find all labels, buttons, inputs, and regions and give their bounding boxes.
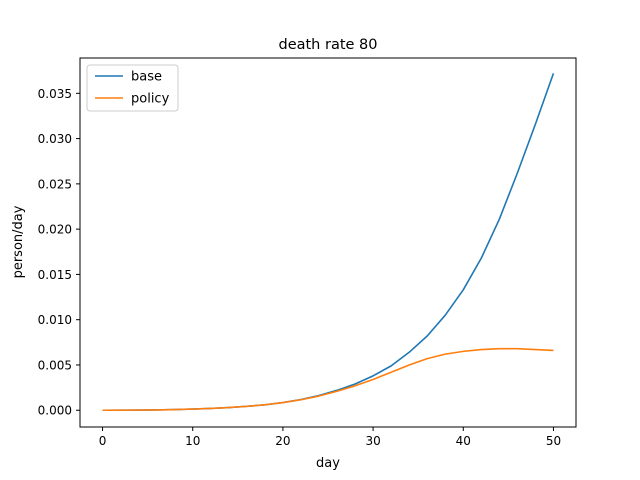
y-tick-label: 0.035 bbox=[38, 87, 72, 101]
series-line-policy bbox=[102, 347, 554, 412]
y-tick-label: 0.010 bbox=[38, 313, 72, 327]
x-tick-label: 0 bbox=[99, 434, 107, 448]
x-tick-label: 20 bbox=[275, 434, 290, 448]
chart-title: death rate 80 bbox=[278, 37, 377, 53]
legend-label-base: base bbox=[131, 70, 162, 85]
legend-label-policy: policy bbox=[131, 92, 170, 107]
y-tick-label: 0.015 bbox=[38, 268, 72, 282]
x-axis-label: day bbox=[316, 456, 340, 471]
x-tick-label: 40 bbox=[456, 434, 471, 448]
x-tick-label: 50 bbox=[546, 434, 561, 448]
y-tick-label: 0.025 bbox=[38, 177, 72, 191]
y-tick-label: 0.020 bbox=[38, 223, 72, 237]
legend: base policy bbox=[86, 64, 179, 112]
plot-area-frame bbox=[79, 57, 577, 428]
y-tick-label: 0.030 bbox=[38, 132, 72, 146]
y-axis-ticks: 0.000 0.005 0.010 0.015 0.020 0.025 0.030 0.035 bbox=[38, 87, 80, 418]
x-axis-ticks: 0 10 20 30 40 50 bbox=[99, 427, 561, 448]
y-axis-label: person/day bbox=[11, 205, 26, 278]
plot-lines bbox=[102, 73, 555, 412]
x-tick-label: 30 bbox=[365, 434, 380, 448]
y-tick-label: 0.005 bbox=[38, 358, 72, 372]
y-tick-label: 0.000 bbox=[38, 404, 72, 418]
x-tick-label: 10 bbox=[185, 434, 200, 448]
